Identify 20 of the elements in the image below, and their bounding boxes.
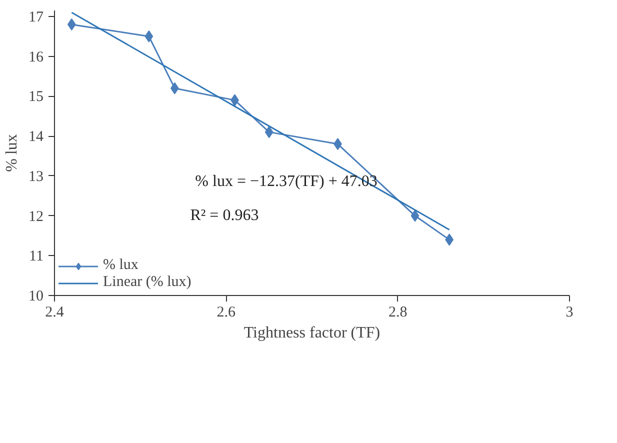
y-tick-label: 14 — [28, 129, 44, 146]
legend-label: % lux — [103, 257, 138, 274]
y-tick-label: 15 — [28, 89, 44, 106]
y-tick-label: 10 — [28, 288, 44, 304]
x-tick-label: 2.6 — [216, 304, 236, 320]
x-tick-label: 2.8 — [388, 304, 408, 320]
y-tick-label: 11 — [29, 248, 44, 265]
point — [264, 126, 274, 138]
y-axis-title: % lux — [4, 134, 20, 172]
x-axis-title: Tightness factor (TF) — [244, 324, 380, 342]
x-tick-label: 3 — [566, 304, 574, 320]
annotation: R² = 0.963 — [190, 207, 259, 224]
y-tick-label: 13 — [28, 168, 44, 185]
legend-label: Linear (% lux) — [103, 274, 192, 291]
y-tick-label: 16 — [28, 49, 44, 66]
y-tick-label: 17 — [28, 9, 44, 26]
y-tick-label: 12 — [28, 208, 44, 225]
point — [144, 30, 154, 42]
point — [410, 210, 420, 222]
x-tick-label: 2.4 — [45, 304, 64, 320]
